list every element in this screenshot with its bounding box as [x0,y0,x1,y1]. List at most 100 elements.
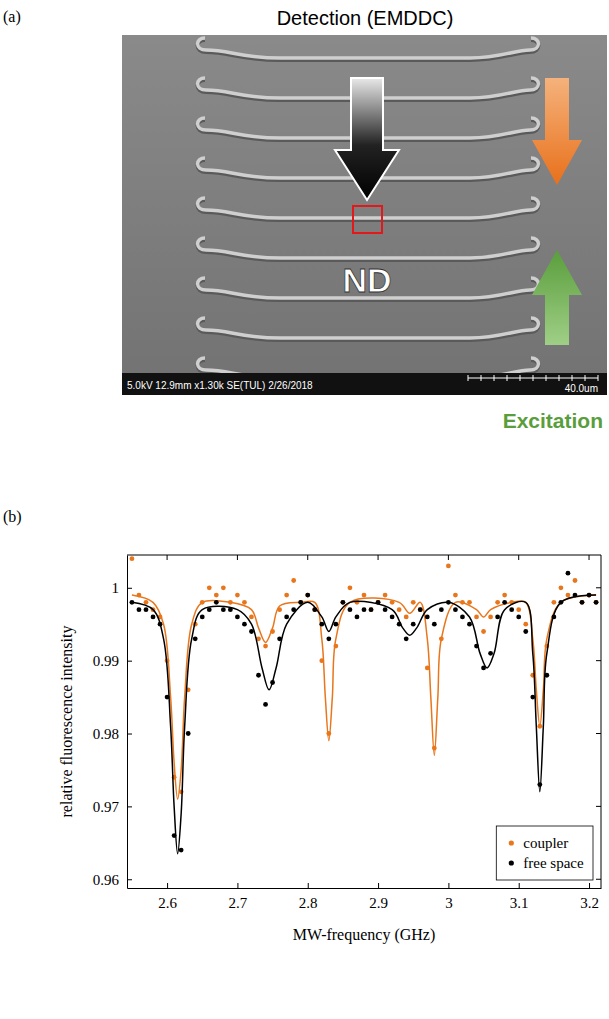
y-tick-mark [127,806,132,807]
image-title: Detection (EMDDC) [277,7,454,29]
y-tick-label: 0.98 [93,726,119,742]
data-point [481,629,486,634]
data-point [516,607,521,612]
y-tick-label: 0.96 [93,872,120,888]
x-tick: 2.6 [158,883,177,911]
data-point [221,607,226,612]
figure: (a)Detection (EMDDC)ND5.0kV 12.9mm x1.30… [0,0,609,1019]
x-tick-mark [237,883,238,888]
data-point [137,607,142,612]
y-axis-title: relative fluorescence intensity [58,626,76,818]
data-point [523,622,528,627]
scale-bar-tick [520,375,521,381]
data-point [516,615,521,620]
data-point [523,629,528,634]
legend-label: free space [523,855,584,871]
legend-marker [509,860,514,865]
x-tick-mark-top [589,555,590,560]
data-point [453,593,458,598]
data-point [460,615,465,620]
data-point [235,615,240,620]
info-strip [122,373,607,395]
scale-bar-tick [585,375,586,381]
data-point [397,607,402,612]
data-point [200,615,205,620]
scatter-series [130,571,599,853]
data-point [495,615,500,620]
x-tick-label: 2.6 [158,895,177,911]
data-point [566,571,571,576]
y-tick-label: 1 [112,580,120,596]
y-tick-mark [127,734,132,735]
fit-line [132,595,596,854]
legend-marker [509,840,514,845]
x-tick-mark-top [518,555,519,560]
data-point [284,615,289,620]
data-point [291,578,296,583]
data-point [130,556,135,561]
x-tick-mark [378,883,379,888]
data-point [355,615,360,620]
excitation-arrow-up [532,250,582,345]
data-point [467,622,472,627]
data-point [474,615,479,620]
y-tick-mark-right [596,733,601,734]
y-tick-mark-right [596,660,601,661]
waveguide [198,238,539,258]
data-point [348,607,353,612]
waveguide [198,318,539,338]
data-point [242,600,247,605]
y-axis: 0.960.970.980.991 [93,556,132,889]
data-point [488,615,493,620]
nanodiamond-label: ND [342,261,391,299]
scatter-series [130,556,599,794]
x-tick-mark [589,883,590,888]
x-axis: 2.62.72.82.933.13.2 [128,883,602,911]
data-point [362,593,367,598]
x-tick: 2.9 [369,883,388,911]
data-point [207,585,212,590]
data-point [432,746,437,751]
data-point [594,600,599,605]
plot-area [130,556,599,854]
data-point [362,607,367,612]
data-point [383,593,388,598]
data-point [383,607,388,612]
sem-background [122,35,607,395]
x-tick-mark-top [167,555,168,560]
y-tick-label: 0.99 [93,653,119,669]
y-tick-mark [127,879,132,880]
x-tick-label: 3 [445,895,453,911]
x-tick-mark-top [448,555,449,560]
data-point [319,622,324,627]
scale-bar-tick [533,375,534,381]
data-point [348,585,353,590]
x-tick-mark-top [307,555,308,560]
scale-bar-tick [468,375,469,381]
x-axis-line [128,888,602,889]
data-point [390,615,395,620]
data-point [573,578,578,583]
data-point [221,585,226,590]
excitation-label: Excitation [503,409,603,432]
scale-bar-label: 40.0um [565,383,598,394]
data-point [179,848,184,853]
scale-bar-tick [598,375,599,381]
data-point [256,673,261,678]
fit-line [132,595,596,799]
detection-arrow [335,78,399,200]
data-point [488,651,493,656]
frame-right [601,555,602,888]
x-tick: 3.2 [580,883,599,911]
x-tick: 3.1 [510,883,529,911]
scale-bar-tick [572,375,573,381]
y-tick-mark-right [596,587,601,588]
data-point [551,600,556,605]
x-tick-label: 2.9 [369,895,388,911]
data-point [333,622,338,627]
scale-bar-tick [481,375,482,381]
data-point [418,607,423,612]
waveguide [198,38,539,58]
x-tick-mark-top [378,555,379,560]
data-point [439,607,444,612]
